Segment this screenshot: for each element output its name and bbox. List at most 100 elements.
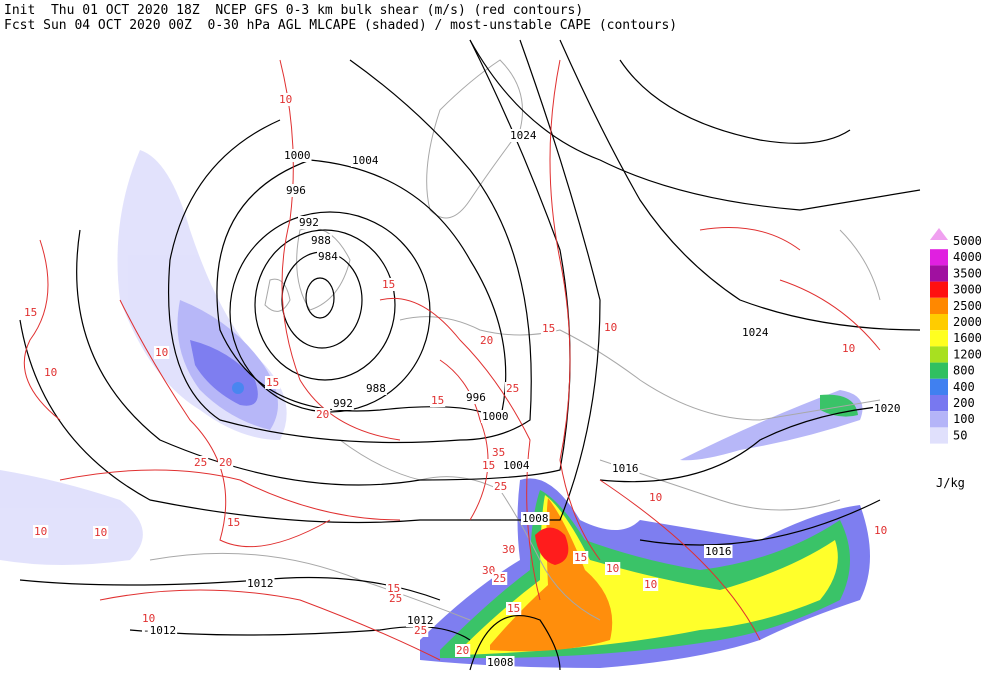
shear-label: 15 [431,394,444,407]
label-bg [406,614,435,627]
isobar-label: 988 [311,234,331,247]
label-bg [332,397,354,410]
isobar-label: 1000 [482,410,509,423]
isobar-label: 1004 [352,154,379,167]
isobar-label: 984 [318,250,338,263]
label-bg [413,624,429,637]
legend-label: 1200 [953,347,982,361]
shear-label: 10 [604,321,617,334]
shear-label: 10 [649,491,662,504]
label-bg [873,402,902,415]
shear-label: 10 [842,342,855,355]
label-bg [315,408,331,421]
isobar-label: 1016 [612,462,639,475]
shear-label: 15 [227,516,240,529]
legend-swatch [930,395,948,412]
shear-label: 10 [644,578,657,591]
isobar-label: 1024 [742,326,769,339]
shear-label: 20 [456,644,469,657]
legend-unit: J/kg [936,476,965,490]
legend-label: 4000 [953,250,982,264]
isobar-label: 1024 [510,129,537,142]
label-bg [506,602,522,615]
isobar-label: 992 [333,397,353,410]
legend-swatch [930,411,948,428]
label-bg [493,480,509,493]
label-bg [33,525,49,538]
legend-label: 1600 [953,331,982,345]
label-bg [704,545,733,558]
shear-label: 30 [482,564,495,577]
label-bg [386,582,402,595]
legend-swatch [930,346,948,363]
map-domain [0,30,920,672]
shear-label: 15 [387,582,400,595]
legend-swatch [930,362,948,379]
label-bg [278,93,294,106]
shear-label: 10 [874,524,887,537]
legend-swatch [930,314,948,331]
isobar-label: 1012 [247,577,274,590]
shear-label: 15 [542,322,555,335]
shear-label: 25 [194,456,207,469]
legend-label: 50 [953,428,967,442]
shear-label: 10 [606,562,619,575]
isobar-label: 1008 [487,656,514,669]
shear-label: 15 [507,602,520,615]
legend-label: 100 [953,412,975,426]
colorbar-arrow [930,228,948,240]
shear-label: 20 [480,334,493,347]
shear-label: 15 [574,551,587,564]
label-bg [481,459,497,472]
shear-label: 25 [414,624,427,637]
shear-label: 10 [44,366,57,379]
label-bg [603,321,619,334]
label-bg [43,366,59,379]
legend-label: 3000 [953,283,982,297]
legend-swatch [930,427,948,444]
shear-label: 35 [492,446,505,459]
shear-label: 15 [266,376,279,389]
isobar-label: 1016 [705,545,732,558]
shear-label: 25 [493,572,506,585]
label-bg [246,577,275,590]
label-bg [611,462,640,475]
legend-swatch [930,378,948,395]
label-bg [381,278,397,291]
header-line: Init Thu 01 OCT 2020 18Z NCEP GFS 0-3 km… [4,3,583,18]
shear-label: 30 [502,543,515,556]
label-bg [365,382,387,395]
legend-swatch [930,330,948,347]
label-bg [521,512,550,525]
label-bg [317,250,340,263]
label-bg [492,572,508,585]
label-bg [541,322,557,335]
label-bg [298,216,320,229]
shear-label: 25 [389,592,402,605]
label-bg [873,524,889,537]
legend-label: 400 [953,380,975,394]
legend-label: 2000 [953,315,982,329]
label-bg [486,656,515,669]
label-bg [643,578,659,591]
label-bg [491,446,507,459]
label-bg [648,491,664,504]
label-bg [141,612,157,625]
label-bg [605,562,621,575]
isobar-label: 1000 [284,149,311,162]
label-bg [142,624,178,637]
label-bg [501,543,517,556]
shear-label: 10 [142,612,155,625]
legend-label: 800 [953,364,975,378]
label-bg [154,346,170,359]
isobar-label: 1020 [874,402,901,415]
label-bg [193,456,209,469]
label-bg [285,184,307,197]
isobar-label: 996 [466,391,486,404]
label-bg [505,382,521,395]
label-bg [465,391,487,404]
legend-swatch [930,281,948,298]
label-bg [351,154,380,167]
shear-label: 25 [506,382,519,395]
header-line: Fcst Sun 04 OCT 2020 00Z 0-30 hPa AGL ML… [4,18,677,33]
